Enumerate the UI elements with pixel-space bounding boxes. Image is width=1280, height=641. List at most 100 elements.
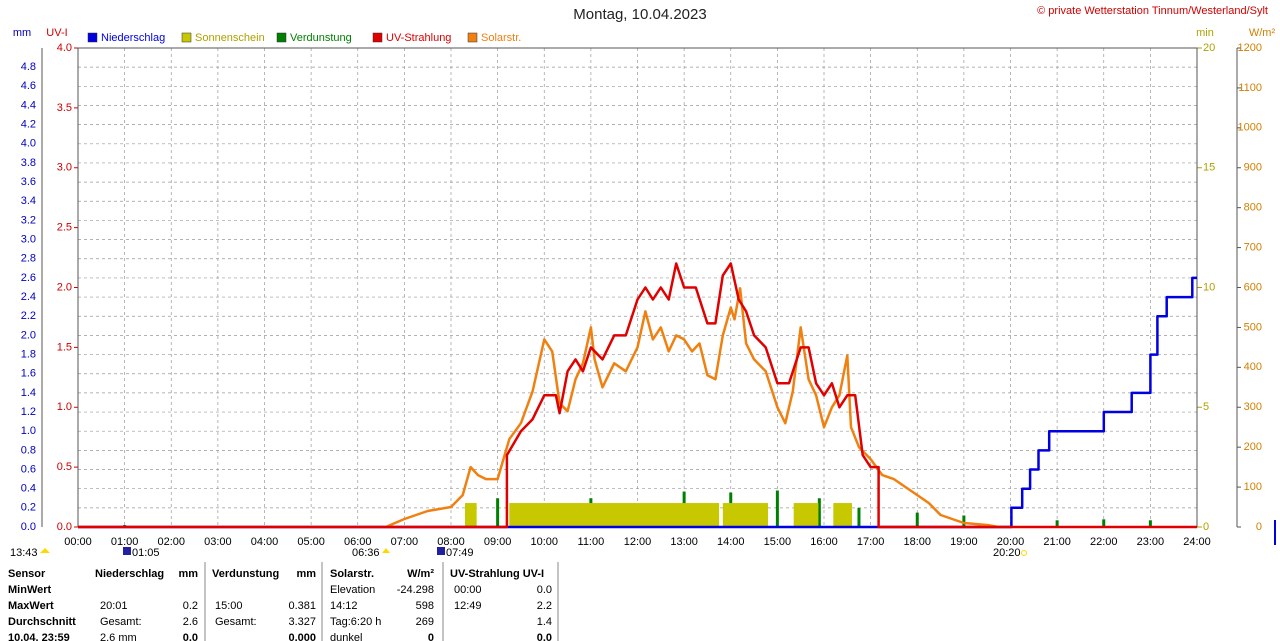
y-tick-label: 1.0: [21, 425, 36, 437]
event-icon: [437, 547, 445, 555]
y-tick-label: 4.8: [21, 61, 36, 73]
table-cell: Elevation: [330, 584, 375, 596]
table-cell: 1.4: [537, 616, 552, 628]
table-header: UV-Strahlung UV-I: [450, 568, 544, 580]
table-header: Sensor: [8, 568, 46, 580]
series-line: [385, 287, 1000, 529]
y-tick-label: 4.0: [21, 138, 36, 150]
event-icon: [1021, 550, 1027, 556]
table-cell: 0.0: [537, 632, 552, 641]
x-tick-label: 07:00: [391, 536, 419, 548]
table-cell: 0.381: [288, 600, 316, 612]
event-icon: [382, 548, 390, 553]
series-line: [78, 262, 1197, 529]
x-tick-label: 12:00: [624, 536, 652, 548]
y3-tick-label: 300: [1244, 401, 1262, 413]
x-tick-label: 22:00: [1090, 536, 1118, 548]
x-tick-label: 03:00: [204, 536, 232, 548]
table-cell: 598: [416, 600, 434, 612]
y-tick-label: 4.6: [21, 80, 36, 92]
row-label: MaxWert: [8, 600, 54, 612]
y2-tick-label: 15: [1203, 162, 1215, 174]
y-tick-label: 2.4: [21, 291, 36, 303]
legend-label: Sonnenschein: [195, 32, 265, 44]
uv-tick-label: 1.5: [57, 341, 72, 353]
x-tick-label: 06:00: [344, 536, 372, 548]
table-cell: 0.0: [183, 632, 198, 641]
x-tick-label: 15:00: [764, 536, 792, 548]
y-tick-label: 0.0: [21, 521, 36, 533]
y-axis-unit: mm: [13, 27, 31, 39]
y-tick-label: 0.6: [21, 463, 36, 475]
x-tick-label: 08:00: [437, 536, 465, 548]
y3-tick-label: 900: [1244, 162, 1262, 174]
event-label: 07:49: [446, 547, 474, 559]
y3-tick-label: 1200: [1238, 42, 1262, 54]
sunshine-block: [509, 503, 720, 527]
y-tick-label: 2.8: [21, 253, 36, 265]
uv-tick-label: 0.0: [57, 521, 72, 533]
x-tick-label: 24:00: [1183, 536, 1211, 548]
table-header: Verdunstung: [212, 568, 279, 580]
legend-label: Verdunstung: [290, 32, 352, 44]
x-tick-label: 10:00: [530, 536, 558, 548]
table-cell: 0: [428, 632, 434, 641]
y2-tick-label: 5: [1203, 401, 1209, 413]
x-tick-label: 19:00: [950, 536, 978, 548]
event-label: 13:43: [10, 547, 38, 559]
y3-tick-label: 500: [1244, 321, 1262, 333]
y-tick-label: 1.6: [21, 368, 36, 380]
y-tick-label: 2.2: [21, 310, 36, 322]
y-tick-label: 3.0: [21, 234, 36, 246]
table-cell: 269: [416, 616, 434, 628]
table-cell: Gesamt:: [215, 616, 257, 628]
sunshine-block: [833, 503, 852, 527]
x-tick-label: 01:00: [111, 536, 139, 548]
table-cell: 00:00: [454, 584, 482, 596]
table-cell: 14:12: [330, 600, 358, 612]
y-tick-label: 1.4: [21, 387, 36, 399]
uv-tick-label: 2.5: [57, 222, 72, 234]
y3-tick-label: 800: [1244, 202, 1262, 214]
table-cell: 2.6 mm: [100, 632, 137, 641]
uv-tick-label: 1.0: [57, 401, 72, 413]
x-tick-label: 09:00: [484, 536, 512, 548]
y-tick-label: 1.2: [21, 406, 36, 418]
series-line: [78, 276, 1197, 529]
legend-swatch: [276, 32, 287, 43]
table-cell: Gesamt:: [100, 616, 142, 628]
uv-tick-label: 3.5: [57, 102, 72, 114]
row-label: Durchschnitt: [8, 616, 76, 628]
event-label: 20:20: [993, 547, 1021, 559]
y3-axis-unit: W/m²: [1249, 27, 1276, 39]
y3-tick-label: 1000: [1238, 122, 1262, 134]
x-tick-label: 17:00: [857, 536, 885, 548]
event-icon: [123, 547, 131, 555]
y3-tick-label: 200: [1244, 441, 1262, 453]
source: © private Wetterstation Tinnum/Westerlan…: [1037, 5, 1268, 17]
uv-tick-label: 2.0: [57, 281, 72, 293]
table-cell: 0.2: [183, 600, 198, 612]
y3-tick-label: 600: [1244, 281, 1262, 293]
sunshine-block: [464, 503, 477, 527]
y3-tick-label: 1100: [1238, 82, 1262, 94]
legend-swatch: [181, 32, 192, 43]
x-tick-label: 02:00: [157, 536, 185, 548]
y-tick-label: 1.8: [21, 348, 36, 360]
x-tick-label: 05:00: [297, 536, 325, 548]
legend-label: Niederschlag: [101, 32, 165, 44]
x-tick-label: 18:00: [903, 536, 931, 548]
row-label: MinWert: [8, 584, 52, 596]
uv-tick-label: 4.0: [57, 42, 72, 54]
chart-title: Montag, 10.04.2023: [573, 6, 706, 23]
x-tick-label: 04:00: [251, 536, 279, 548]
y-tick-label: 4.4: [21, 99, 36, 111]
x-tick-label: 21:00: [1043, 536, 1071, 548]
row-label: 10.04. 23:59: [8, 632, 70, 641]
legend-swatch: [87, 32, 98, 43]
x-tick-label: 13:00: [670, 536, 698, 548]
y-tick-label: 3.4: [21, 195, 36, 207]
event-label: 06:36: [352, 547, 380, 559]
legend-label: UV-Strahlung: [386, 32, 451, 44]
